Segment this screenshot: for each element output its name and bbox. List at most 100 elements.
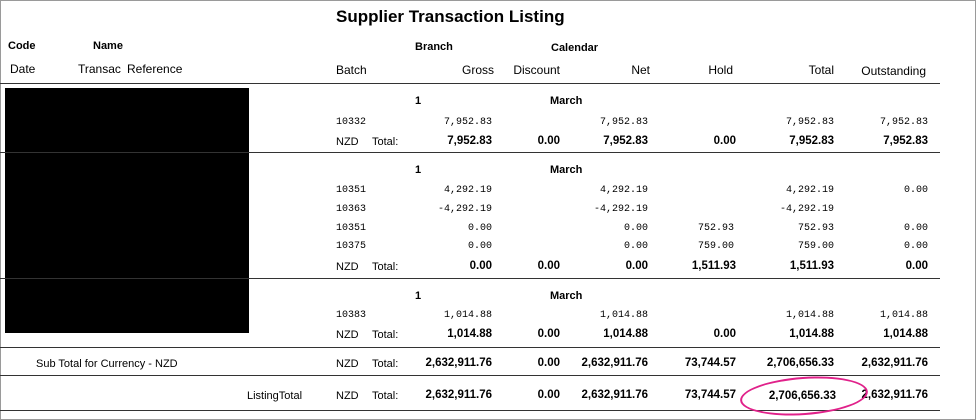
group-rule <box>0 278 940 279</box>
group-total-label: Total: <box>372 261 399 273</box>
group-total-total: 1,511.93 <box>789 260 834 272</box>
row-batch: 10375 <box>336 241 367 252</box>
group-rule <box>0 152 940 153</box>
header-rule <box>0 83 940 84</box>
listing-total-outstanding: 2,632,911.76 <box>861 389 928 401</box>
group-branch: 1 <box>415 164 422 176</box>
row-gross: 4,292.19 <box>443 185 492 196</box>
row-hold: 759.00 <box>697 241 734 252</box>
header-calendar: Calendar <box>551 42 599 54</box>
group-total-label: Total: <box>372 329 399 341</box>
row-total: 7,952.83 <box>785 117 834 128</box>
row-net: -4,292.19 <box>593 204 648 215</box>
row-total: 752.93 <box>797 223 834 234</box>
subtotal-currency: NZD <box>336 358 359 370</box>
header-total: Total <box>808 63 834 77</box>
header-gross: Gross <box>461 63 494 77</box>
group-total-outstanding: 1,014.88 <box>883 328 928 340</box>
row-outstanding: 0.00 <box>903 185 928 196</box>
row-total: -4,292.19 <box>779 204 834 215</box>
group-total-hold: 0.00 <box>713 328 736 340</box>
header-outstanding: Outstanding <box>861 64 926 78</box>
subtotal-total: 2,706,656.33 <box>766 357 834 369</box>
row-net: 7,952.83 <box>599 117 648 128</box>
group-total-label: Total: <box>372 136 399 148</box>
group-total-discount: 0.00 <box>537 328 560 340</box>
group-total-hold: 0.00 <box>713 135 736 147</box>
group-total-currency: NZD <box>336 136 359 148</box>
header-reference: Reference <box>127 62 183 76</box>
row-net: 4,292.19 <box>599 185 648 196</box>
group-total-discount: 0.00 <box>537 135 560 147</box>
listing-total-net: 2,632,911.76 <box>581 389 648 401</box>
group-calendar: March <box>550 95 583 107</box>
listing-total-discount: 0.00 <box>537 389 560 401</box>
subtotal-rule <box>0 375 940 376</box>
row-gross: 7,952.83 <box>443 117 492 128</box>
header-hold: Hold <box>708 63 733 77</box>
subtotal-gross: 2,632,911.76 <box>425 357 492 369</box>
row-net: 0.00 <box>623 241 648 252</box>
subtotal-label: Total: <box>372 358 399 370</box>
group-total-discount: 0.00 <box>537 260 560 272</box>
row-net: 1,014.88 <box>599 310 648 321</box>
row-hold: 752.93 <box>697 223 734 234</box>
header-discount: Discount <box>513 63 560 77</box>
group-total-gross: 0.00 <box>469 260 492 272</box>
group-total-total: 1,014.88 <box>789 328 834 340</box>
group-total-net: 7,952.83 <box>603 135 648 147</box>
group-total-hold: 1,511.93 <box>691 260 736 272</box>
header-net: Net <box>631 63 650 77</box>
subtotal-caption: Sub Total for Currency - NZD <box>36 358 178 370</box>
group-total-outstanding: 7,952.83 <box>883 135 928 147</box>
listing-total-total: 2,706,656.33 <box>768 390 836 402</box>
row-total: 1,014.88 <box>785 310 834 321</box>
subtotal-net: 2,632,911.76 <box>581 357 648 369</box>
row-batch: 10351 <box>336 223 367 234</box>
header-code: Code <box>8 40 36 52</box>
subtotal-outstanding: 2,632,911.76 <box>861 357 928 369</box>
row-batch: 10363 <box>336 204 367 215</box>
row-batch: 10383 <box>336 310 367 321</box>
row-outstanding: 1,014.88 <box>879 310 928 321</box>
listing-total-label: Total: <box>372 390 399 402</box>
header-date: Date <box>10 62 36 76</box>
listing-total-rule <box>0 410 940 411</box>
row-batch: 10351 <box>336 185 367 196</box>
row-gross: 0.00 <box>467 241 492 252</box>
group-rule <box>0 347 940 348</box>
row-outstanding: 0.00 <box>903 223 928 234</box>
redacted-block <box>5 88 249 333</box>
listing-total-currency: NZD <box>336 390 359 402</box>
row-total: 759.00 <box>797 241 834 252</box>
group-branch: 1 <box>415 95 422 107</box>
row-gross: 1,014.88 <box>443 310 492 321</box>
row-outstanding: 7,952.83 <box>879 117 928 128</box>
group-total-total: 7,952.83 <box>789 135 834 147</box>
group-total-gross: 7,952.83 <box>447 135 492 147</box>
row-gross: -4,292.19 <box>437 204 492 215</box>
header-branch: Branch <box>415 41 453 53</box>
subtotal-hold: 73,744.57 <box>684 357 736 369</box>
listing-total-gross: 2,632,911.76 <box>425 389 492 401</box>
group-total-currency: NZD <box>336 261 359 273</box>
group-total-net: 1,014.88 <box>603 328 648 340</box>
group-total-net: 0.00 <box>625 260 648 272</box>
row-gross: 0.00 <box>467 223 492 234</box>
row-batch: 10332 <box>336 117 367 128</box>
group-calendar: March <box>550 290 583 302</box>
group-total-currency: NZD <box>336 329 359 341</box>
row-outstanding: 0.00 <box>903 241 928 252</box>
header-transac: Transac <box>78 62 121 76</box>
header-name: Name <box>93 40 123 52</box>
listing-total-hold: 73,744.57 <box>684 389 736 401</box>
group-total-gross: 1,014.88 <box>447 328 492 340</box>
group-calendar: March <box>550 164 583 176</box>
group-branch: 1 <box>415 290 422 302</box>
header-batch: Batch <box>336 63 367 77</box>
row-net: 0.00 <box>623 223 648 234</box>
group-total-outstanding: 0.00 <box>905 260 928 272</box>
subtotal-discount: 0.00 <box>537 357 560 369</box>
row-total: 4,292.19 <box>785 185 834 196</box>
listing-total-caption: ListingTotal <box>247 390 303 402</box>
